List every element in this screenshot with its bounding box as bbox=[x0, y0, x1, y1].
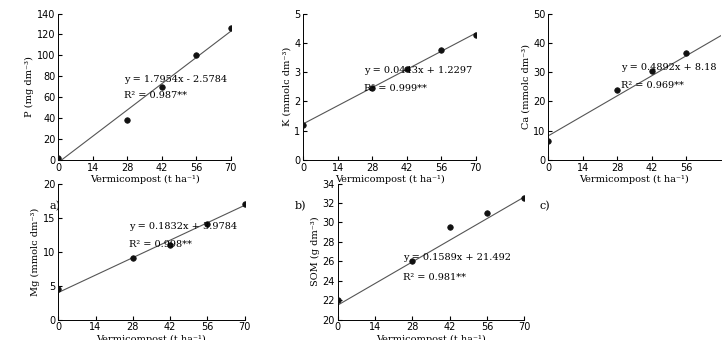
Text: R² = 0.987**: R² = 0.987** bbox=[124, 91, 187, 100]
X-axis label: Vermicompost (t ha⁻¹): Vermicompost (t ha⁻¹) bbox=[335, 175, 444, 185]
Text: y = 0.1832x + 3.9784: y = 0.1832x + 3.9784 bbox=[129, 222, 237, 231]
Point bbox=[366, 85, 378, 90]
Text: a): a) bbox=[50, 201, 60, 211]
Y-axis label: Ca (mmolᴄ dm⁻³): Ca (mmolᴄ dm⁻³) bbox=[521, 44, 530, 129]
X-axis label: Vermicompost (t ha⁻¹): Vermicompost (t ha⁻¹) bbox=[97, 335, 206, 340]
Text: y = 0.0443x + 1.2297: y = 0.0443x + 1.2297 bbox=[363, 66, 472, 75]
Text: b): b) bbox=[295, 201, 306, 211]
Text: y = 0.4892x + 8.18: y = 0.4892x + 8.18 bbox=[621, 63, 716, 72]
X-axis label: Vermicompost (t ha⁻¹): Vermicompost (t ha⁻¹) bbox=[579, 175, 689, 185]
Point bbox=[406, 259, 418, 264]
Text: R² = 0.969**: R² = 0.969** bbox=[621, 81, 684, 90]
Point bbox=[542, 138, 554, 143]
Text: R² = 0.999**: R² = 0.999** bbox=[363, 84, 427, 92]
Point bbox=[52, 155, 64, 160]
Text: R² = 0.998**: R² = 0.998** bbox=[129, 240, 192, 249]
Point bbox=[470, 32, 481, 38]
X-axis label: Vermicompost (t ha⁻¹): Vermicompost (t ha⁻¹) bbox=[376, 335, 486, 340]
Point bbox=[225, 26, 237, 31]
Point bbox=[481, 210, 493, 216]
Point bbox=[612, 87, 623, 92]
Point bbox=[332, 298, 344, 303]
Point bbox=[127, 256, 138, 261]
Point bbox=[191, 53, 202, 58]
Y-axis label: K (mmolᴄ dm⁻³): K (mmolᴄ dm⁻³) bbox=[282, 47, 291, 126]
Text: c): c) bbox=[539, 201, 550, 211]
Point bbox=[165, 242, 176, 248]
Point bbox=[156, 84, 167, 89]
Point bbox=[681, 50, 692, 56]
Y-axis label: P (mg dm⁻³): P (mg dm⁻³) bbox=[25, 56, 34, 117]
Text: y = 0.1589x + 21.492: y = 0.1589x + 21.492 bbox=[403, 254, 511, 262]
Point bbox=[52, 286, 64, 292]
Point bbox=[435, 47, 447, 53]
Point bbox=[122, 117, 133, 123]
Point bbox=[202, 222, 213, 227]
Text: R² = 0.981**: R² = 0.981** bbox=[403, 273, 466, 282]
Point bbox=[401, 66, 413, 72]
Point bbox=[298, 122, 309, 128]
X-axis label: Vermicompost (t ha⁻¹): Vermicompost (t ha⁻¹) bbox=[90, 175, 199, 185]
Point bbox=[239, 201, 250, 207]
Y-axis label: Mg (mmolᴄ dm⁻³): Mg (mmolᴄ dm⁻³) bbox=[31, 207, 40, 296]
Y-axis label: SOM (g dm⁻³): SOM (g dm⁻³) bbox=[311, 217, 320, 286]
Point bbox=[518, 195, 530, 201]
Point bbox=[444, 225, 456, 230]
Text: y = 1.7954x - 2.5784: y = 1.7954x - 2.5784 bbox=[124, 75, 227, 84]
Point bbox=[646, 68, 657, 73]
